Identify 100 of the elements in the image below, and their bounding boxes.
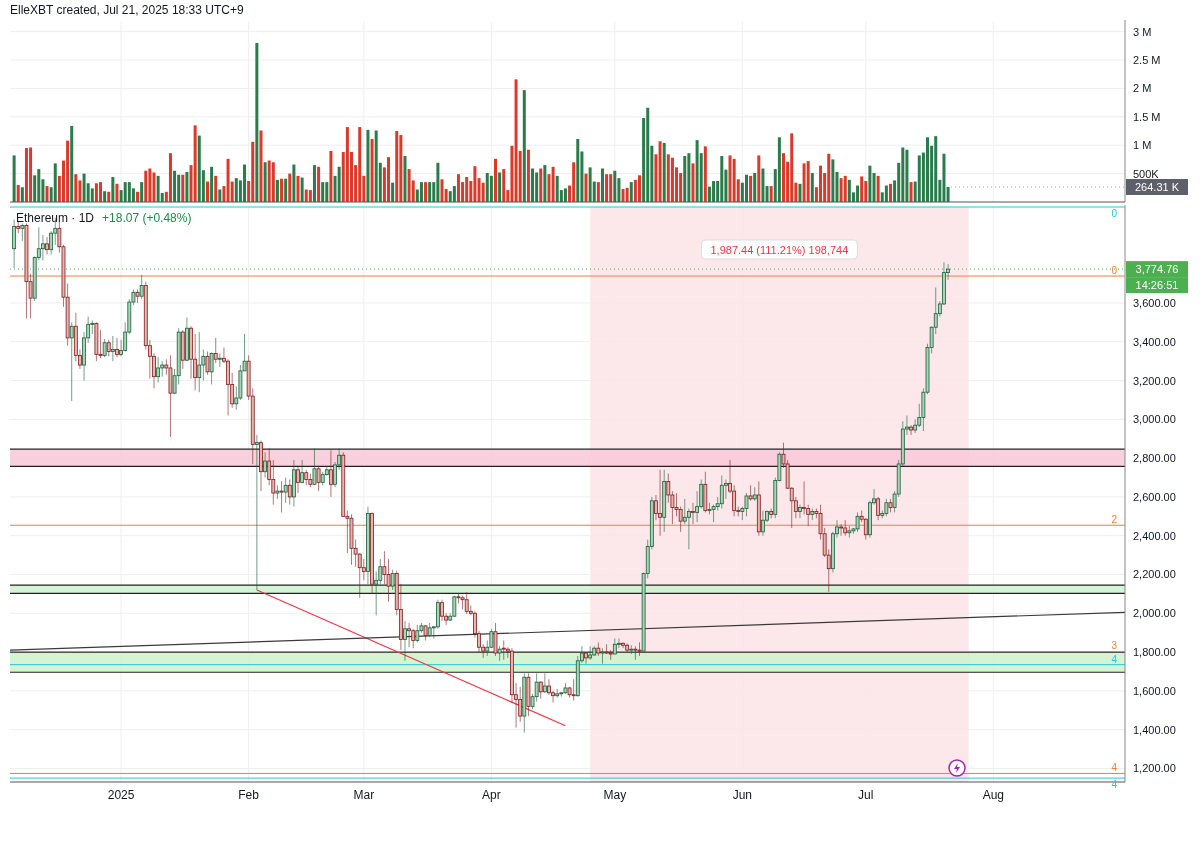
bar — [946, 186, 950, 202]
y-tick-label: 3,200.00 — [1133, 374, 1176, 387]
bar — [588, 167, 592, 202]
bar — [103, 191, 107, 202]
bar — [275, 179, 279, 202]
bar — [712, 180, 716, 202]
bar — [12, 155, 16, 202]
bar — [407, 169, 411, 202]
y-tick-label: 1,200.00 — [1133, 762, 1176, 775]
bar — [16, 184, 20, 202]
bar — [926, 137, 930, 202]
bar — [806, 161, 810, 202]
y-tick-label: 1 M — [1133, 139, 1152, 152]
bar — [177, 174, 181, 202]
bar — [843, 175, 847, 202]
bar — [399, 135, 403, 202]
bar — [777, 137, 781, 202]
bar — [584, 173, 588, 202]
bar — [284, 178, 288, 202]
bar — [827, 153, 831, 202]
bar — [695, 140, 699, 202]
bar — [753, 173, 757, 202]
bar — [428, 182, 432, 202]
bar — [37, 169, 41, 202]
bar — [465, 177, 469, 202]
bar — [526, 149, 530, 202]
bar — [625, 187, 629, 202]
bar — [860, 176, 864, 202]
bar — [24, 148, 28, 202]
bar — [210, 166, 214, 202]
bar — [884, 185, 888, 202]
bar — [691, 163, 695, 202]
bar — [638, 175, 641, 202]
bar — [29, 147, 33, 202]
bar — [572, 162, 576, 202]
x-tick-label: Jun — [732, 788, 753, 802]
bar — [168, 153, 172, 202]
bar — [452, 186, 456, 202]
bar — [197, 135, 201, 202]
annotation: 4 — [1111, 762, 1118, 774]
bar — [782, 153, 786, 202]
bar — [498, 172, 502, 202]
bar — [790, 133, 794, 202]
bar — [321, 182, 325, 202]
bar — [214, 175, 218, 202]
bar — [757, 155, 761, 202]
bar — [485, 173, 489, 202]
annotation: 0 — [1111, 265, 1118, 277]
bar — [366, 129, 370, 202]
bar — [205, 181, 209, 202]
x-tick-label: Apr — [482, 788, 501, 802]
y-tick-label: 3 M — [1133, 25, 1152, 38]
y-tick-label: 1,800.00 — [1133, 646, 1176, 659]
bar — [440, 179, 444, 202]
bar — [123, 182, 127, 202]
bar — [547, 174, 551, 202]
bar — [94, 183, 98, 202]
bar — [477, 178, 481, 202]
bar — [872, 173, 876, 202]
bar — [193, 125, 197, 202]
bar — [658, 141, 662, 202]
bar — [798, 183, 802, 202]
annotation: 0 — [1111, 208, 1118, 219]
bar — [761, 168, 765, 202]
bar — [185, 171, 189, 202]
bar — [312, 165, 316, 202]
bar — [847, 179, 851, 202]
bar — [749, 175, 753, 202]
bar — [82, 173, 86, 202]
bar — [563, 188, 567, 202]
bar — [769, 186, 773, 202]
bar — [74, 174, 78, 202]
bar — [613, 170, 617, 202]
y-tick-label: 1,400.00 — [1133, 723, 1176, 736]
bar — [292, 164, 296, 202]
bar — [325, 182, 329, 202]
bar — [263, 162, 267, 202]
y-tick-label: 2.5 M — [1133, 54, 1161, 67]
text: ElleXBT created, Jul 21, 2025 18:33 UTC+9 — [10, 3, 244, 17]
bar — [868, 165, 872, 202]
candlestick — [547, 678, 551, 696]
bar — [744, 174, 748, 202]
y-tick-label: 500K — [1133, 167, 1160, 180]
bar — [605, 174, 609, 202]
bar — [522, 90, 526, 202]
bar — [111, 177, 115, 202]
bar — [802, 163, 806, 202]
y-tick-label: 2,800.00 — [1133, 452, 1176, 465]
bar — [600, 168, 604, 202]
bar — [358, 127, 362, 202]
bar — [419, 182, 423, 202]
bar — [670, 157, 674, 202]
x-tick-label: 2025 — [107, 788, 135, 802]
bar — [395, 131, 399, 202]
ref-line-label: 3,774.76 — [1135, 263, 1179, 276]
bar — [45, 186, 49, 202]
candlestick — [798, 504, 802, 519]
bar — [456, 174, 460, 202]
y-tick-label: 1,600.00 — [1133, 684, 1176, 697]
text: 14:26:51 — [1135, 279, 1179, 292]
